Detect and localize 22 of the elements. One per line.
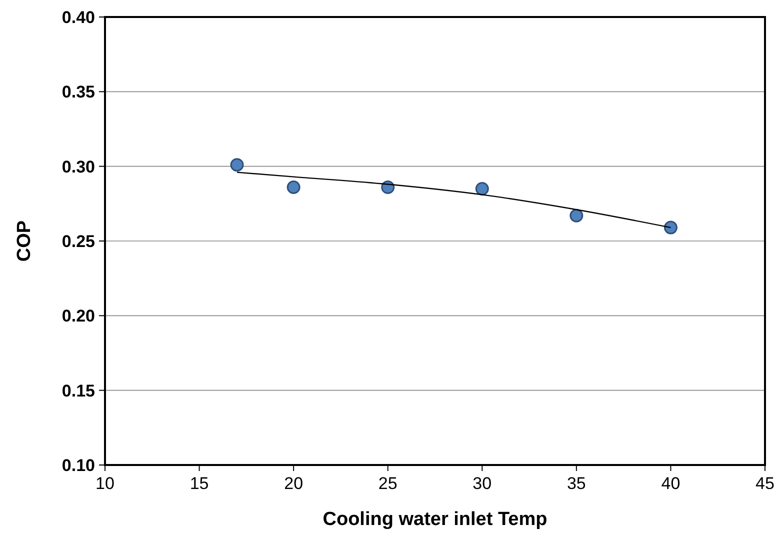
x-tick-label: 30 — [472, 474, 492, 493]
point — [286, 180, 300, 194]
y-tick-label: 0.30 — [62, 157, 95, 176]
x-tick-label: 10 — [96, 474, 114, 493]
point — [475, 182, 489, 196]
y-tick-label: 0.25 — [62, 232, 95, 251]
x-tick-label: 20 — [284, 474, 304, 493]
y-axis-title: COP — [14, 220, 35, 262]
point — [570, 208, 584, 222]
y-tick-label: 0.35 — [62, 82, 95, 102]
y-tick-label: 0.20 — [62, 306, 95, 326]
y-tick-label: 0.10 — [62, 456, 95, 475]
point — [664, 220, 678, 234]
x-tick-label: 15 — [190, 474, 209, 493]
y-tick-label: 0.15 — [62, 381, 95, 400]
y-tick-label: 0.40 — [62, 8, 95, 27]
x-tick-label: 40 — [661, 474, 680, 493]
x-tick-label: 25 — [378, 474, 398, 493]
x-tick-label: 45 — [756, 474, 774, 493]
x-axis-title: Cooling water inlet Temp — [322, 509, 548, 530]
point — [230, 158, 244, 172]
x-tick-label: 35 — [566, 474, 586, 493]
